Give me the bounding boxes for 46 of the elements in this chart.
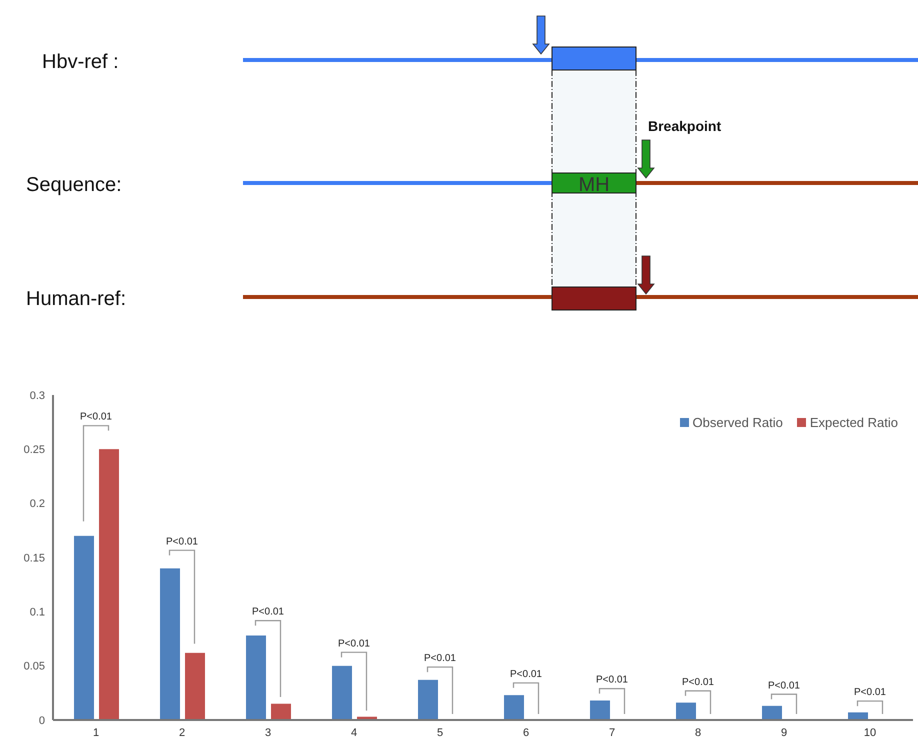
x-tick-label: 6 [522, 726, 530, 739]
bar [74, 536, 94, 720]
x-tick-label: 4 [350, 726, 358, 739]
y-tick-label: 0.2 [30, 498, 45, 510]
y-tick-label: 0.15 [24, 552, 45, 564]
x-tick-label: 9 [780, 726, 788, 739]
bar [504, 695, 524, 720]
bar [160, 568, 180, 720]
bar [590, 700, 610, 720]
annotation: P<0.01 [510, 668, 542, 680]
bar [332, 666, 352, 720]
y-tick-label: 0.3 [30, 390, 45, 402]
legend-label: Observed Ratio [692, 415, 783, 430]
x-tick-label: 8 [694, 726, 702, 739]
x-tick-label: 5 [436, 726, 444, 739]
x-tick-label: 1 [92, 726, 100, 739]
y-tick-label: 0.25 [24, 444, 45, 456]
bar [99, 449, 119, 720]
annotation: P<0.01 [252, 606, 284, 618]
bar [762, 706, 782, 720]
legend-label: Expected Ratio [810, 415, 898, 430]
x-tick-label: 7 [608, 726, 616, 739]
bar [418, 680, 438, 720]
annotation: P<0.01 [424, 653, 456, 664]
x-tick-label: 3 [264, 726, 272, 739]
text: Hbv-ref : [42, 51, 119, 73]
text: Human-ref: [26, 288, 126, 310]
annotation: P<0.01 [682, 676, 714, 688]
text: Sequence: [26, 174, 122, 196]
y-tick-label: 0 [38, 714, 45, 727]
annotation: P<0.01 [338, 638, 370, 650]
annotation: P<0.01 [166, 536, 198, 548]
bar [271, 704, 291, 720]
x-tick-label: 10 [864, 726, 876, 739]
y-tick-label: 0.05 [24, 660, 45, 673]
annotation: P<0.01 [854, 687, 886, 698]
y-tick-label: 0.1 [30, 606, 45, 619]
annotation: P<0.01 [80, 412, 112, 423]
bar [246, 636, 266, 720]
bar [185, 652, 205, 720]
annotation: P<0.01 [596, 674, 628, 686]
text: Breakpoint [648, 118, 722, 134]
annotation: P<0.01 [768, 680, 800, 692]
bar [676, 702, 696, 720]
x-tick-label: 2 [178, 726, 186, 739]
text: MH [578, 174, 610, 196]
